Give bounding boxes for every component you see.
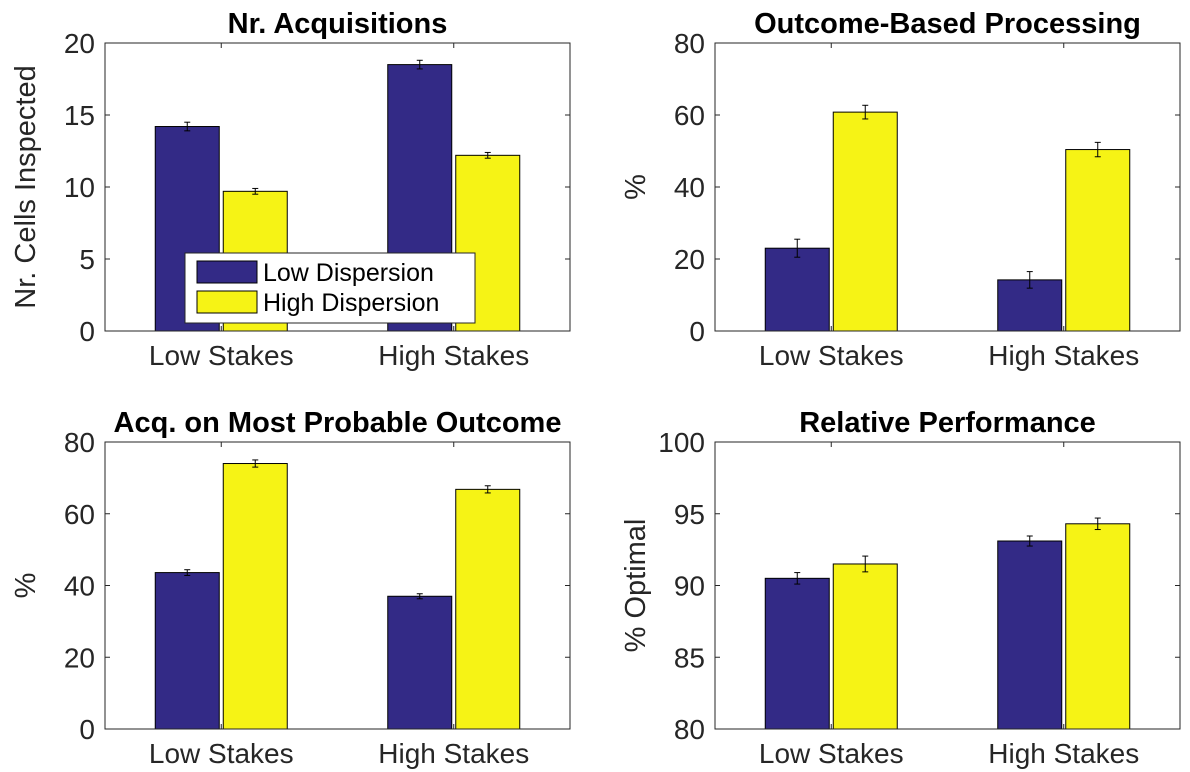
y-tick-label: 60 xyxy=(64,499,95,530)
legend-swatch-low-dispersion xyxy=(196,260,258,284)
legend-swatch-high-dispersion xyxy=(196,290,258,314)
error-bar xyxy=(416,59,423,70)
chart-panel-2: Outcome-Based Processing% 0 20 40 60 80 Low St… xyxy=(620,8,1181,371)
error-bar xyxy=(252,187,259,195)
error-bar xyxy=(184,569,191,576)
bar-high-dispersion-1 xyxy=(1065,523,1131,730)
y-tick-label: 80 xyxy=(64,427,95,458)
x-tick-label: High Stakes xyxy=(378,340,529,371)
y-axis-label: % xyxy=(620,174,652,200)
bar-low-dispersion-1 xyxy=(997,540,1063,730)
x-tick-label: Low Stakes xyxy=(149,340,294,371)
bar-high-dispersion-0 xyxy=(832,111,898,332)
y-tick-label: 80 xyxy=(674,714,705,745)
bar-low-dispersion-0 xyxy=(764,577,830,730)
bar-high-dispersion-1 xyxy=(455,488,521,730)
chart-panel-1: Nr. Acquisitions Nr. Cells Inspected 0 5 10 1… xyxy=(10,8,571,371)
y-tick-label: 0 xyxy=(689,316,705,347)
chart-title: Outcome-Based Processing xyxy=(754,8,1141,40)
y-tick-label: 40 xyxy=(64,571,95,602)
chart-title: Nr. Acquisitions xyxy=(228,8,448,40)
x-tick-label: Low Stakes xyxy=(759,738,904,769)
y-tick-label: 20 xyxy=(674,244,705,275)
y-tick-label: 40 xyxy=(674,172,705,203)
bar-low-dispersion-1 xyxy=(387,595,453,730)
y-tick-label: 80 xyxy=(674,28,705,59)
error-bar xyxy=(1094,517,1101,531)
y-tick-label: 0 xyxy=(79,714,95,745)
y-axis-label: Nr. Cells Inspected xyxy=(10,65,42,308)
error-bar xyxy=(484,151,491,159)
bar-high-dispersion-0 xyxy=(222,463,288,730)
y-axis-label: % xyxy=(10,573,42,599)
y-tick-label: 60 xyxy=(674,100,705,131)
y-tick-label: 20 xyxy=(64,642,95,673)
y-tick-label: 100 xyxy=(658,427,705,458)
bar-high-dispersion-1 xyxy=(1065,149,1131,332)
error-bar xyxy=(862,555,869,573)
bar-low-dispersion-0 xyxy=(764,247,830,332)
bar-low-dispersion-0 xyxy=(154,572,220,730)
x-tick-label: Low Stakes xyxy=(149,738,294,769)
error-bar xyxy=(862,104,869,120)
bar-high-dispersion-0 xyxy=(832,563,898,730)
error-bar xyxy=(252,459,259,468)
y-axis-label: % Optimal xyxy=(620,519,652,653)
y-tick-label: 0 xyxy=(79,316,95,347)
error-bar xyxy=(1094,141,1101,158)
chart-panel-3: Acq. on Most Probable Outcome% 0 20 40 60 80 L… xyxy=(10,407,571,769)
error-bar xyxy=(484,485,491,494)
y-tick-label: 90 xyxy=(674,571,705,602)
error-bar xyxy=(794,238,801,258)
x-tick-label: High Stakes xyxy=(988,340,1139,371)
error-bar xyxy=(416,593,423,600)
error-bar xyxy=(184,121,191,132)
x-tick-label: High Stakes xyxy=(378,738,529,769)
y-tick-label: 95 xyxy=(674,499,705,530)
error-bar xyxy=(1026,271,1033,289)
x-tick-label: Low Stakes xyxy=(759,340,904,371)
legend-label: High Dispersion xyxy=(263,289,439,317)
error-bar xyxy=(1026,535,1033,547)
chart-panel-4: Relative Performance % Optimal 80 85 90 95 100… xyxy=(620,407,1181,769)
y-tick-label: 15 xyxy=(64,100,95,131)
error-bar xyxy=(794,572,801,585)
y-tick-label: 10 xyxy=(64,172,95,203)
y-tick-label: 20 xyxy=(64,28,95,59)
legend-label: Low Dispersion xyxy=(263,259,434,287)
x-tick-label: High Stakes xyxy=(988,738,1139,769)
chart-title: Acq. on Most Probable Outcome xyxy=(114,407,562,439)
chart-title: Relative Performance xyxy=(799,407,1096,439)
y-tick-label: 5 xyxy=(79,244,95,275)
y-tick-label: 85 xyxy=(674,642,705,673)
